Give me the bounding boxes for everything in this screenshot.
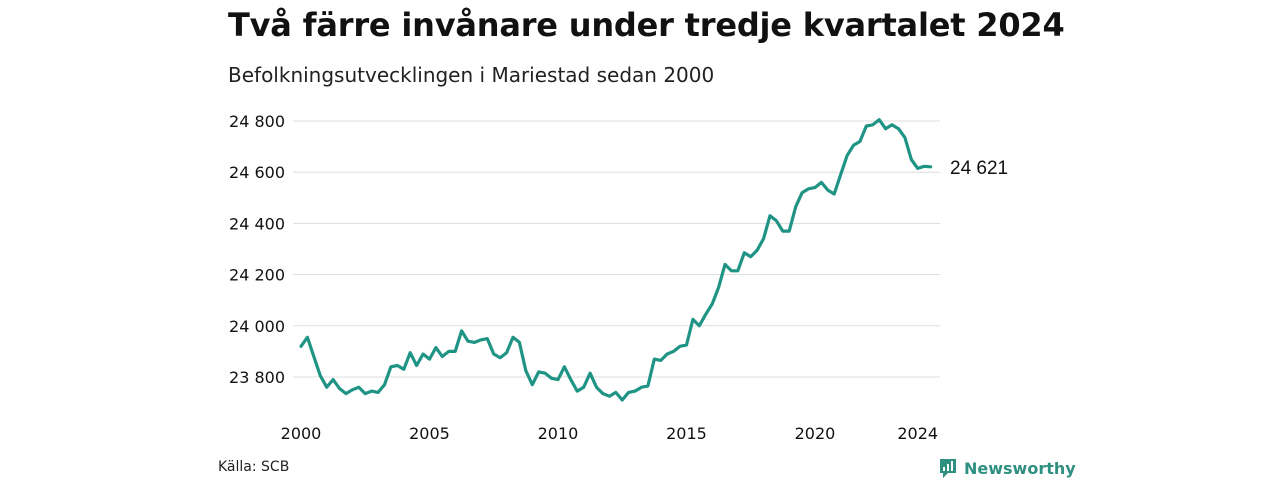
gridlines xyxy=(293,120,940,378)
brand-name: Newsworthy xyxy=(964,458,1076,478)
y-axis-ticks: 23 800 24 000 24 200 24 400 24 600 24 800 xyxy=(229,112,285,387)
newsworthy-icon xyxy=(940,459,956,478)
chart-title: Två färre invånare under tredje kvartale… xyxy=(228,6,1065,44)
x-tick-label: 2024 xyxy=(897,424,938,443)
y-tick-label: 24 600 xyxy=(229,163,285,182)
end-value-label: 24 621 xyxy=(950,158,1008,179)
y-tick-label: 23 800 xyxy=(229,368,285,387)
x-axis-ticks: 2000 2005 2010 2015 2020 2024 xyxy=(281,424,938,443)
x-tick-label: 2010 xyxy=(538,424,579,443)
brand-logo[interactable]: Newsworthy xyxy=(938,457,1076,479)
y-tick-label: 24 800 xyxy=(229,112,285,131)
x-tick-label: 2000 xyxy=(281,424,322,443)
data-labels: 24 621 xyxy=(950,158,1008,179)
x-tick-label: 2015 xyxy=(666,424,707,443)
chart-subtitle: Befolkningsutvecklingen i Mariestad seda… xyxy=(228,63,715,87)
x-tick-label: 2005 xyxy=(409,424,450,443)
x-tick-label: 2020 xyxy=(795,424,836,443)
y-tick-label: 24 000 xyxy=(229,317,285,336)
series-layer xyxy=(299,118,933,402)
y-tick-label: 24 400 xyxy=(229,214,285,233)
source-label: Källa: SCB xyxy=(218,459,290,475)
y-tick-label: 24 200 xyxy=(229,266,285,285)
population-line xyxy=(299,118,933,402)
